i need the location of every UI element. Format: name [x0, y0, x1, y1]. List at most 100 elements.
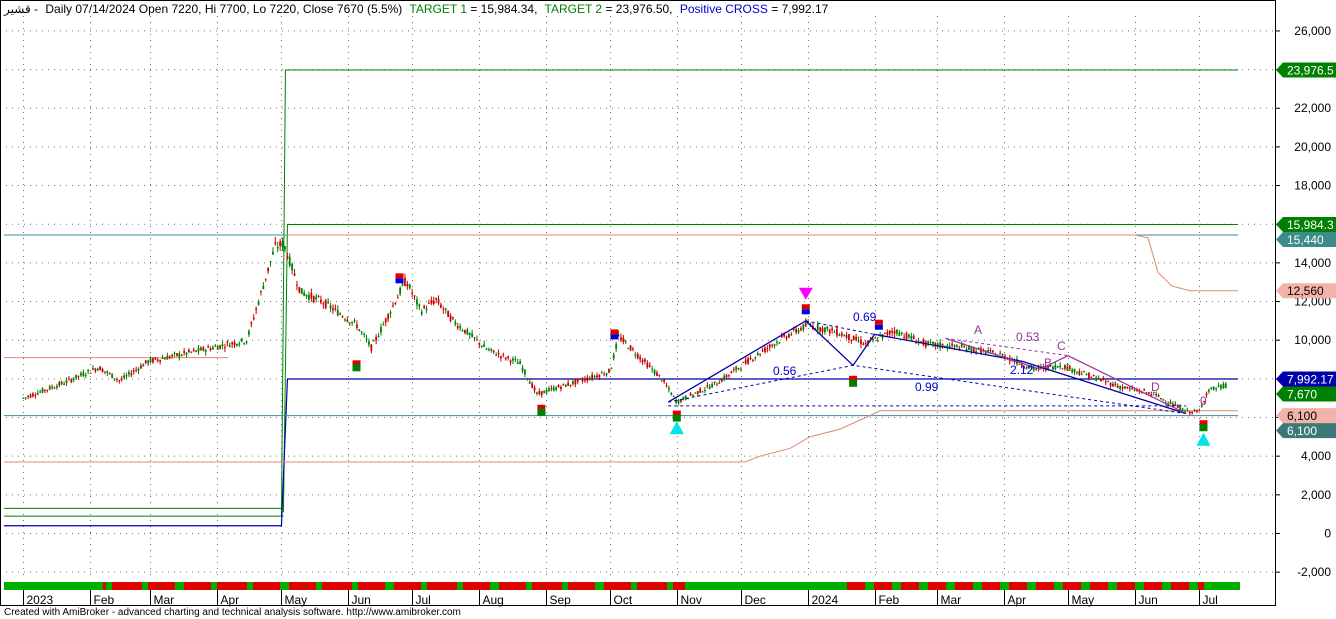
strip-bar [1147, 582, 1150, 590]
candle-body [1112, 383, 1114, 387]
price-candles [22, 236, 1227, 416]
candle-body [39, 391, 42, 393]
candle-body [591, 374, 594, 379]
candle-body [670, 392, 673, 396]
candle-body [543, 390, 546, 394]
candle-body [752, 360, 754, 362]
stop-line [287, 234, 1238, 292]
candle-body [382, 324, 385, 326]
strip-bar [433, 582, 436, 590]
candle-body [87, 369, 90, 372]
strip-bar [1192, 582, 1195, 590]
candle-body [459, 326, 462, 329]
candle-body [1035, 368, 1038, 370]
trough-triangle [669, 421, 684, 435]
strip-bar [901, 582, 904, 590]
candle-body [449, 315, 452, 322]
candle-body [346, 319, 349, 322]
strip-bar [790, 582, 793, 590]
candle-body [1179, 406, 1182, 411]
candle-body [492, 350, 495, 352]
strip-bar [643, 582, 646, 590]
candle-body [72, 378, 75, 380]
candle-body [245, 341, 248, 343]
candle-body [113, 378, 116, 380]
candle-body [617, 334, 620, 336]
strip-bar [988, 582, 991, 590]
candle-body [716, 384, 718, 386]
candle-body [742, 362, 745, 364]
candle-body [1064, 365, 1066, 369]
strip-bar [946, 582, 949, 590]
candle-body [303, 292, 306, 296]
strip-bar [25, 582, 28, 590]
candle-body [545, 389, 548, 393]
candle-body [536, 392, 538, 394]
strip-bar [247, 582, 250, 590]
candle-body [593, 376, 596, 378]
strip-bar [994, 582, 997, 590]
strip-bar [784, 582, 787, 590]
strip-bar [262, 582, 265, 590]
strip-bar [232, 582, 235, 590]
strip-bar [478, 582, 481, 590]
candle-body [341, 316, 344, 318]
candle-body [1032, 367, 1035, 371]
candle-body [1224, 383, 1227, 389]
candle-body [1215, 388, 1218, 390]
strip-bar [745, 582, 748, 590]
candle-body [207, 346, 210, 348]
strip-bar [1084, 582, 1087, 590]
strip-bar [781, 582, 784, 590]
strip-bar [637, 582, 640, 590]
candle-body [132, 370, 135, 372]
price-tag: 15,440 [1276, 232, 1336, 248]
strip-bar [490, 582, 493, 590]
candle-body [852, 335, 855, 341]
candle-body [1210, 387, 1213, 389]
candle-body [1152, 391, 1155, 393]
candle-body [425, 308, 428, 310]
candle-body [418, 304, 421, 307]
strip-bar [982, 582, 985, 590]
price-tag-bg [1276, 371, 1336, 387]
candle-body [471, 333, 474, 337]
candle-body [44, 389, 46, 391]
strip-bar [865, 582, 868, 590]
buy-marker-bottom [849, 379, 858, 387]
footer-credit: Created with AmiBroker - advanced charti… [4, 607, 461, 618]
candle-body [269, 261, 272, 263]
strip-bar [940, 582, 943, 590]
strip-bar [829, 582, 832, 590]
strip-bar [646, 582, 649, 590]
strip-bar [151, 582, 154, 590]
sell-marker-bottom [801, 309, 810, 315]
candle-body [1020, 364, 1023, 366]
strip-bar [523, 582, 526, 590]
strip-bar [589, 582, 592, 590]
strip-bar [733, 582, 736, 590]
strip-bar [625, 582, 628, 590]
pattern-xabcd [667, 320, 1187, 415]
candle-body [310, 292, 313, 299]
strip-bar [1150, 582, 1153, 590]
strip-bar [94, 582, 97, 590]
strip-bar [796, 582, 799, 590]
candle-body [372, 340, 375, 342]
candle-body [891, 330, 894, 333]
candle-body [490, 348, 493, 351]
candle-body [687, 398, 690, 400]
candle-body [672, 395, 675, 397]
strip-bar [367, 582, 370, 590]
candle-body [348, 322, 351, 324]
strip-bar [1096, 582, 1099, 590]
candle-body [1001, 354, 1004, 358]
candle-body [336, 309, 339, 316]
candle-body [255, 308, 258, 311]
candle-body [380, 327, 382, 333]
strip-bar [1099, 582, 1102, 590]
strip-bar [766, 582, 769, 590]
y-axis: -2,00002,0004,0006,0008,00010,00012,0001… [1275, 24, 1331, 579]
signal-markers [352, 273, 1211, 446]
candle-body [248, 331, 250, 335]
